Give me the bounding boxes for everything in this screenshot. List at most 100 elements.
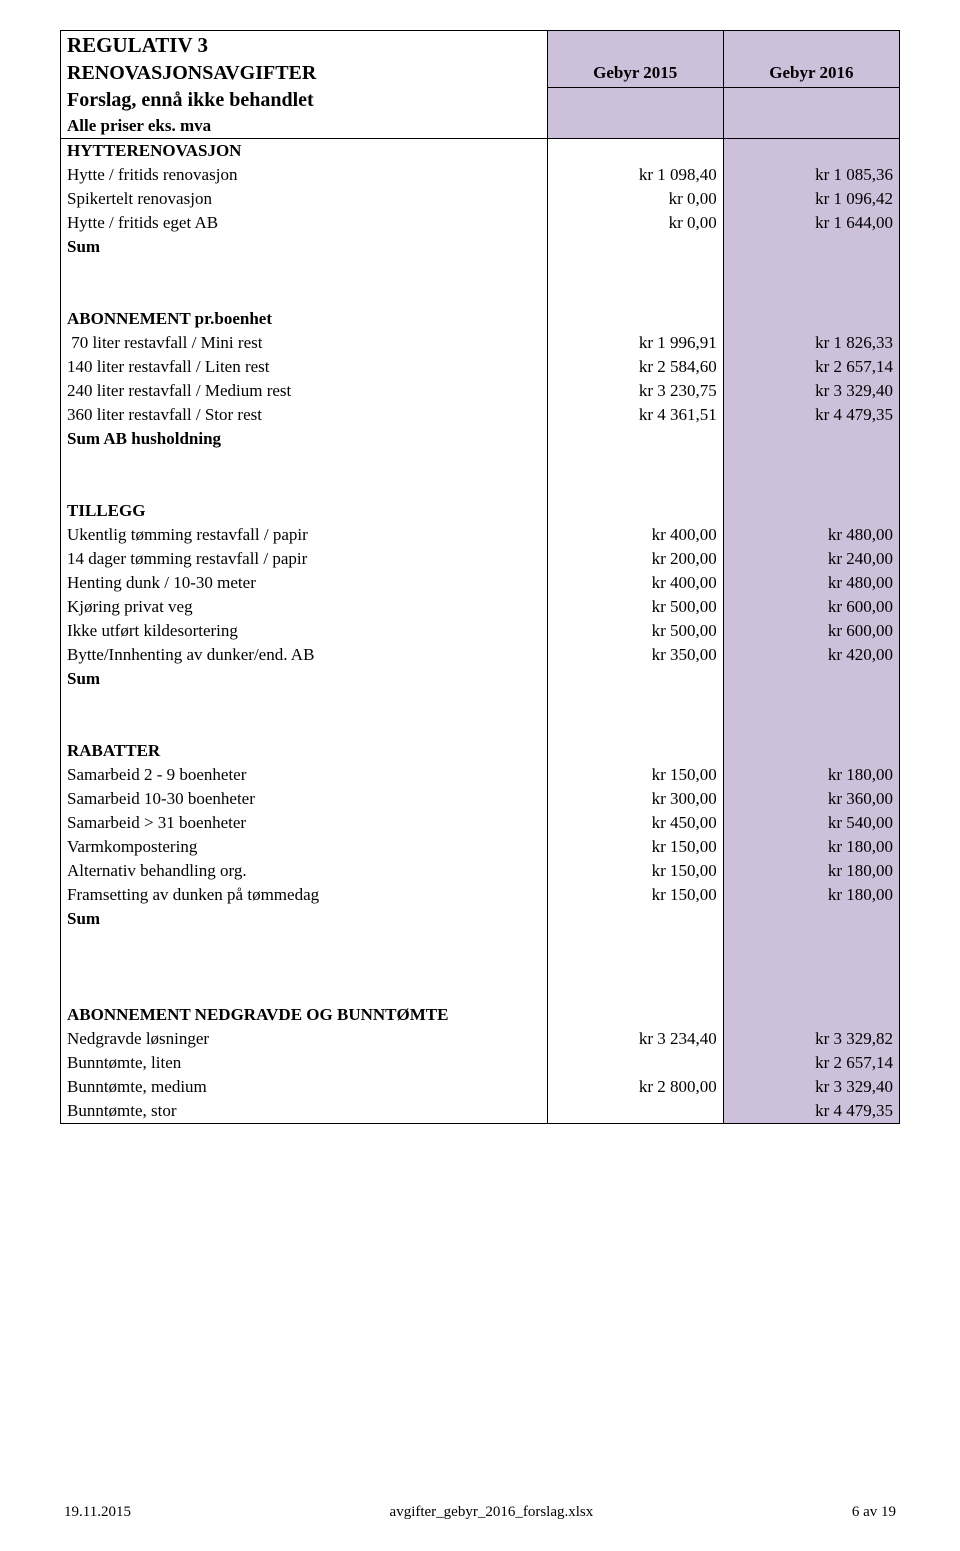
row-val1: kr 400,00: [547, 571, 723, 595]
row-val2: kr 180,00: [723, 883, 899, 907]
sum-row: Sum: [61, 907, 900, 931]
col-header-2015: Gebyr 2015: [547, 60, 723, 87]
section-heading: ABONNEMENT pr.boenhet: [61, 307, 900, 331]
sum-row: Sum AB husholdning: [61, 427, 900, 451]
row-label: Hytte / fritids eget AB: [61, 211, 548, 235]
row-val2: kr 420,00: [723, 643, 899, 667]
spacer-row: [61, 283, 900, 307]
row-label: Ukentlig tømming restavfall / papir: [61, 523, 548, 547]
row-val1: kr 2 584,60: [547, 355, 723, 379]
table-row: Bunntømte, medium kr 2 800,00 kr 3 329,4…: [61, 1075, 900, 1099]
table-row: Kjøring privat veg kr 500,00 kr 600,00: [61, 595, 900, 619]
row-label: Hytte / fritids renovasjon: [61, 163, 548, 187]
page-footer: 19.11.2015 avgifter_gebyr_2016_forslag.x…: [60, 1504, 900, 1521]
row-val2: kr 1 826,33: [723, 331, 899, 355]
row-val2: kr 4 479,35: [723, 403, 899, 427]
row-val2: kr 1 644,00: [723, 211, 899, 235]
row-label: Bytte/Innhenting av dunker/end. AB: [61, 643, 548, 667]
row-label: Ikke utført kildesortering: [61, 619, 548, 643]
row-val1: kr 1 098,40: [547, 163, 723, 187]
spacer-row: [61, 979, 900, 1003]
footer-date: 19.11.2015: [64, 1504, 131, 1521]
row-val2: kr 2 657,14: [723, 355, 899, 379]
row-label: 14 dager tømming restavfall / papir: [61, 547, 548, 571]
row-label: 140 liter restavfall / Liten rest: [61, 355, 548, 379]
subtitle-row: RENOVASJONSAVGIFTER Gebyr 2015 Gebyr 201…: [61, 60, 900, 87]
row-label: 70 liter restavfall / Mini rest: [61, 331, 548, 355]
row-val2: kr 1 096,42: [723, 187, 899, 211]
row-label: 240 liter restavfall / Medium rest: [61, 379, 548, 403]
row-val2: kr 3 329,82: [723, 1027, 899, 1051]
row-val1: kr 500,00: [547, 595, 723, 619]
table-row: Ukentlig tømming restavfall / papir kr 4…: [61, 523, 900, 547]
row-val1: kr 400,00: [547, 523, 723, 547]
footer-filename: avgifter_gebyr_2016_forslag.xlsx: [390, 1504, 594, 1521]
sum-row: Sum: [61, 667, 900, 691]
row-label: Samarbeid 10-30 boenheter: [61, 787, 548, 811]
row-val1: kr 150,00: [547, 859, 723, 883]
row-label: Samarbeid 2 - 9 boenheter: [61, 763, 548, 787]
row-val1: kr 150,00: [547, 835, 723, 859]
row-val1: kr 0,00: [547, 187, 723, 211]
sum-label: Sum AB husholdning: [61, 427, 548, 451]
row-val2: kr 3 329,40: [723, 379, 899, 403]
table-row: Bunntømte, liten kr 2 657,14: [61, 1051, 900, 1075]
row-label: Samarbeid > 31 boenheter: [61, 811, 548, 835]
table-row: Nedgravde løsninger kr 3 234,40 kr 3 329…: [61, 1027, 900, 1051]
table-row: Alternativ behandling org. kr 150,00 kr …: [61, 859, 900, 883]
row-val2: kr 480,00: [723, 571, 899, 595]
table-row: Hytte / fritids renovasjon kr 1 098,40 k…: [61, 163, 900, 187]
table-row: Samarbeid > 31 boenheter kr 450,00 kr 54…: [61, 811, 900, 835]
mva-label: Alle priser eks. mva: [61, 114, 548, 139]
rabatter-heading: RABATTER: [61, 739, 548, 763]
section-heading: RABATTER: [61, 739, 900, 763]
spacer-row: [61, 475, 900, 499]
row-label: 360 liter restavfall / Stor rest: [61, 403, 548, 427]
row-label: Bunntømte, stor: [61, 1099, 548, 1124]
row-label: Bunntømte, medium: [61, 1075, 548, 1099]
table-row: 140 liter restavfall / Liten rest kr 2 5…: [61, 355, 900, 379]
row-val1: kr 150,00: [547, 763, 723, 787]
spacer-row: [61, 715, 900, 739]
mva-row: Alle priser eks. mva: [61, 114, 900, 139]
table-row: Spikertelt renovasjon kr 0,00 kr 1 096,4…: [61, 187, 900, 211]
sum-label: Sum: [61, 235, 548, 259]
row-val1: [547, 1099, 723, 1124]
row-val2: kr 540,00: [723, 811, 899, 835]
renovasjon-title: RENOVASJONSAVGIFTER: [61, 60, 548, 87]
nedgravde-heading: ABONNEMENT NEDGRAVDE OG BUNNTØMTE: [61, 1003, 548, 1027]
tillegg-heading: TILLEGG: [61, 499, 548, 523]
row-label: Henting dunk / 10-30 meter: [61, 571, 548, 595]
row-val1: kr 1 996,91: [547, 331, 723, 355]
section-heading: TILLEGG: [61, 499, 900, 523]
row-val1: kr 4 361,51: [547, 403, 723, 427]
row-val2: kr 360,00: [723, 787, 899, 811]
table-row: 70 liter restavfall / Mini rest kr 1 996…: [61, 331, 900, 355]
row-val2: kr 4 479,35: [723, 1099, 899, 1124]
row-label: Alternativ behandling org.: [61, 859, 548, 883]
row-val2: kr 240,00: [723, 547, 899, 571]
row-val2: kr 2 657,14: [723, 1051, 899, 1075]
forslag-row: Forslag, ennå ikke behandlet: [61, 87, 900, 114]
row-val2: kr 600,00: [723, 619, 899, 643]
title-row: REGULATIV 3: [61, 31, 900, 61]
abonnement-heading: ABONNEMENT pr.boenhet: [61, 307, 548, 331]
row-val1: kr 2 800,00: [547, 1075, 723, 1099]
table-row: Henting dunk / 10-30 meter kr 400,00 kr …: [61, 571, 900, 595]
table-row: 14 dager tømming restavfall / papir kr 2…: [61, 547, 900, 571]
row-val1: kr 3 234,40: [547, 1027, 723, 1051]
row-label: Spikertelt renovasjon: [61, 187, 548, 211]
row-label: Varmkompostering: [61, 835, 548, 859]
table-row: Hytte / fritids eget AB kr 0,00 kr 1 644…: [61, 211, 900, 235]
row-val2: kr 600,00: [723, 595, 899, 619]
row-label: Bunntømte, liten: [61, 1051, 548, 1075]
row-val2: kr 180,00: [723, 763, 899, 787]
row-val1: kr 150,00: [547, 883, 723, 907]
spacer-row: [61, 955, 900, 979]
row-val1: kr 350,00: [547, 643, 723, 667]
spacer-row: [61, 691, 900, 715]
row-val1: kr 500,00: [547, 619, 723, 643]
table-row: Bytte/Innhenting av dunker/end. AB kr 35…: [61, 643, 900, 667]
row-val1: kr 3 230,75: [547, 379, 723, 403]
row-val2: kr 180,00: [723, 859, 899, 883]
